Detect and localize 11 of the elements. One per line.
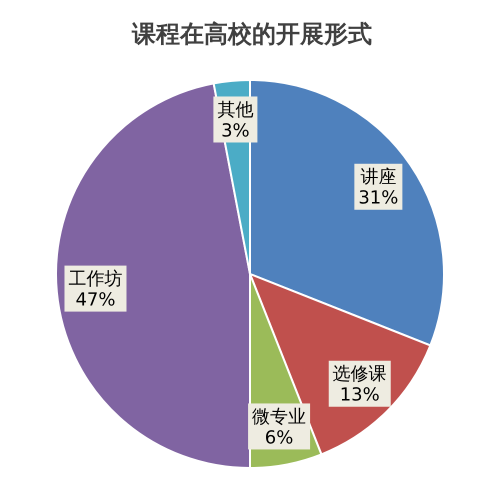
data-label: 6% (264, 427, 294, 448)
slice-label: 微专业 (252, 406, 306, 428)
chart-title: 课程在高校的开展形式 (131, 20, 372, 48)
data-label: 31% (358, 188, 398, 209)
slice-label: 选修课 (332, 364, 387, 385)
slice-label: 其他 (217, 99, 254, 120)
data-label: 47% (75, 289, 116, 310)
data-label: 13% (340, 384, 380, 406)
data-label: 3% (221, 120, 250, 142)
slice-label: 讲座 (360, 166, 396, 188)
slice-label: 工作坊 (68, 268, 122, 290)
